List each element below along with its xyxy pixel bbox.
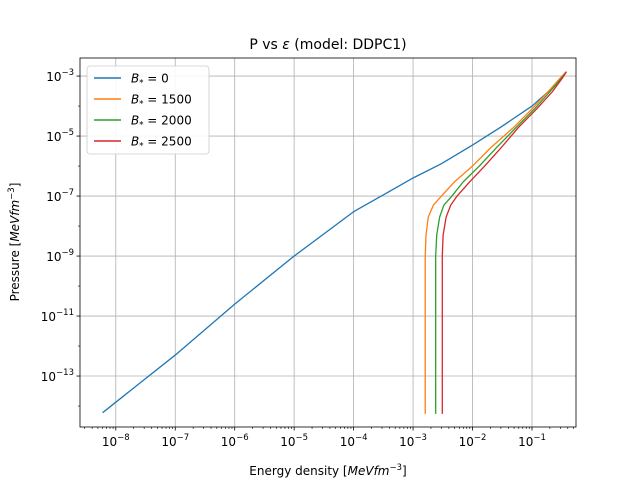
y-axis-label: Pressure [MeVfm−3] bbox=[7, 183, 22, 302]
x-tick-label: 10−4 bbox=[340, 433, 368, 449]
x-tick-label: 10−3 bbox=[399, 433, 427, 449]
y-tick-label: 10−13 bbox=[41, 368, 74, 384]
plot-frame bbox=[79, 57, 577, 428]
legend-entry-2: B* = 2000 bbox=[94, 114, 192, 131]
series-line-0 bbox=[102, 84, 557, 414]
x-axis-label: Energy density [MeVfm−3] bbox=[249, 463, 406, 478]
grid-layer bbox=[80, 58, 576, 427]
legend-entry-1: B* = 1500 bbox=[94, 93, 192, 110]
legend-entry-0: B* = 0 bbox=[94, 72, 169, 89]
series-layer bbox=[102, 71, 567, 414]
y-tick-label: 10−7 bbox=[46, 188, 74, 204]
y-tick-label: 10−5 bbox=[46, 128, 74, 144]
tick-label-layer: 10−8 10−7 10−6 10−5 10−4 10−3 10−2 10−1 10−13 10−… bbox=[41, 68, 546, 449]
legend-label: B* = 2500 bbox=[131, 135, 192, 152]
series-line-2 bbox=[435, 71, 567, 414]
tick-layer bbox=[76, 75, 574, 431]
legend-label: B* = 1500 bbox=[131, 93, 192, 110]
legend: B* = 0 B* = 1500 B* = 2000 B* = 2500 bbox=[86, 65, 210, 155]
legend-box bbox=[86, 65, 210, 155]
legend-entry-3: B* = 2500 bbox=[94, 135, 192, 152]
y-tick-label: 10−11 bbox=[41, 308, 74, 324]
y-tick-label: 10−9 bbox=[46, 248, 74, 264]
x-tick-label: 10−7 bbox=[161, 433, 189, 449]
legend-label: B* = 0 bbox=[131, 72, 169, 89]
chart-title: P vs ε (model: DDPC1) bbox=[249, 37, 406, 53]
x-tick-label: 10−8 bbox=[102, 433, 130, 449]
y-tick-label: 10−3 bbox=[46, 68, 74, 84]
series-line-1 bbox=[424, 71, 567, 414]
x-tick-label: 10−5 bbox=[280, 433, 308, 449]
x-tick-label: 10−2 bbox=[459, 433, 487, 449]
x-tick-label: 10−1 bbox=[518, 433, 546, 449]
series-line-3 bbox=[441, 71, 567, 414]
legend-label: B* = 2000 bbox=[131, 114, 192, 131]
x-tick-label: 10−6 bbox=[221, 433, 249, 449]
